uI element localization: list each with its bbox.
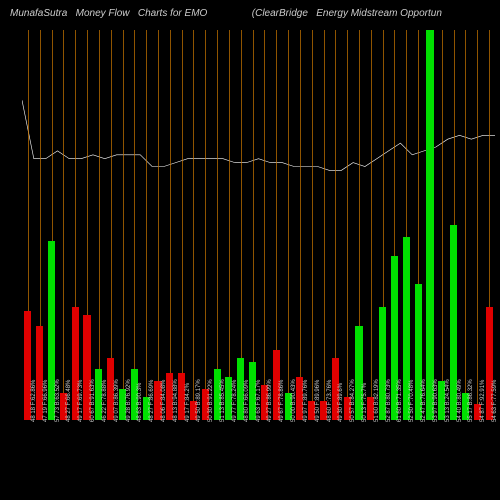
x-label: 50 00 B:90.43% (291, 379, 297, 422)
x-label: 48 18 F:62.86% (31, 380, 37, 422)
gridline (264, 30, 265, 420)
x-label: 54 87 F:92.91% (480, 380, 486, 422)
chart-title: MunafaSutra Money Flow Charts for EMO (C… (0, 8, 500, 19)
x-label: 49 50 B:89.17% (196, 379, 202, 422)
x-label: 49 28 B:76.92% (126, 379, 132, 422)
x-label: 48 63 B:90.3% (137, 383, 143, 422)
bar (119, 389, 126, 420)
title-part2: Money Flow (76, 8, 130, 19)
x-label: 48 27 F:86.69% (149, 380, 155, 422)
gridline (288, 30, 289, 420)
x-label: 53 13 B:24.54% (445, 379, 451, 422)
gridline (134, 30, 135, 420)
gridline (229, 30, 230, 420)
gridline (170, 30, 171, 420)
gridline (193, 30, 194, 420)
gridline (99, 30, 100, 420)
x-label: 49 07 B:86.39% (114, 379, 120, 422)
gridline (182, 30, 183, 420)
x-label: 54 63 F:77.59% (492, 380, 498, 422)
gridline (300, 30, 301, 420)
x-label: 51 13 B:85.45% (220, 379, 226, 422)
gridline (146, 30, 147, 420)
x-label: 50 30 B:91.22% (208, 379, 214, 422)
x-label: 53 97 B:90.63% (433, 379, 439, 422)
title-part4: (ClearBridge (252, 8, 308, 19)
x-label: 48 13 B:94.88% (173, 379, 179, 422)
x-label: 54 40 B:80.49% (457, 379, 463, 422)
x-axis-labels: 48 18 F:62.86%47 19 F:66.96%57 73 B:63.5… (22, 420, 495, 500)
title-part5: Energy Midstream Opportun (316, 8, 442, 19)
x-label: 52 87 B:80.73% (386, 379, 392, 422)
x-label: 49 17 F:69.73% (78, 380, 84, 422)
chart-container: MunafaSutra Money Flow Charts for EMO (C… (0, 0, 500, 500)
x-label: 48 27 F:66.48% (66, 380, 72, 422)
x-label: 52 47 B:76.64% (421, 379, 427, 422)
bar (426, 30, 433, 420)
x-label: 47 19 F:66.96% (43, 380, 49, 422)
x-label: 60 67 B:91.63% (90, 379, 96, 422)
x-label: 48 80 F:66.09% (244, 380, 250, 422)
gridline (63, 30, 64, 420)
x-label: 48 06 F:84.08% (161, 380, 167, 422)
x-label: 49 97 F:89.76% (303, 380, 309, 422)
x-label: 49 17 F:84.2% (185, 383, 191, 422)
x-label: 55 17 B:86.32% (468, 379, 474, 422)
x-label: 49 30 F:89.6% (338, 383, 344, 422)
x-label: 61 60 B:71.35% (397, 379, 403, 422)
gridline (465, 30, 466, 420)
gridline (158, 30, 159, 420)
gridline (217, 30, 218, 420)
plot-area (22, 30, 495, 420)
x-label: 49 77 F:78.24% (232, 380, 238, 422)
x-label: 51 60 B:82.19% (374, 379, 380, 422)
title-part3: Charts for EMO (138, 8, 207, 19)
gridline (371, 30, 372, 420)
title-part1: MunafaSutra (10, 8, 67, 19)
x-label: 46 22 F:78.88% (102, 380, 108, 422)
x-label: 48 60 F:73.76% (327, 380, 333, 422)
x-label: 52 50 F:70.48% (409, 380, 415, 422)
x-label: 57 73 B:63.52% (55, 379, 61, 422)
gridline (205, 30, 206, 420)
gridline (312, 30, 313, 420)
gridline (347, 30, 348, 420)
x-label: 49 50 F:89.96% (315, 380, 321, 422)
x-label: 50 57 B:84.27% (350, 379, 356, 422)
bar (320, 401, 327, 421)
gridline (123, 30, 124, 420)
x-label: 49 27 B:86.99% (267, 379, 273, 422)
gridline (442, 30, 443, 420)
price-line (22, 30, 495, 420)
x-label: 49 67 F:78.86% (279, 380, 285, 422)
gridline (477, 30, 478, 420)
x-label: 49 63 F:67.17% (256, 380, 262, 422)
x-label: 50 13 F:75.7% (362, 383, 368, 422)
gridline (324, 30, 325, 420)
